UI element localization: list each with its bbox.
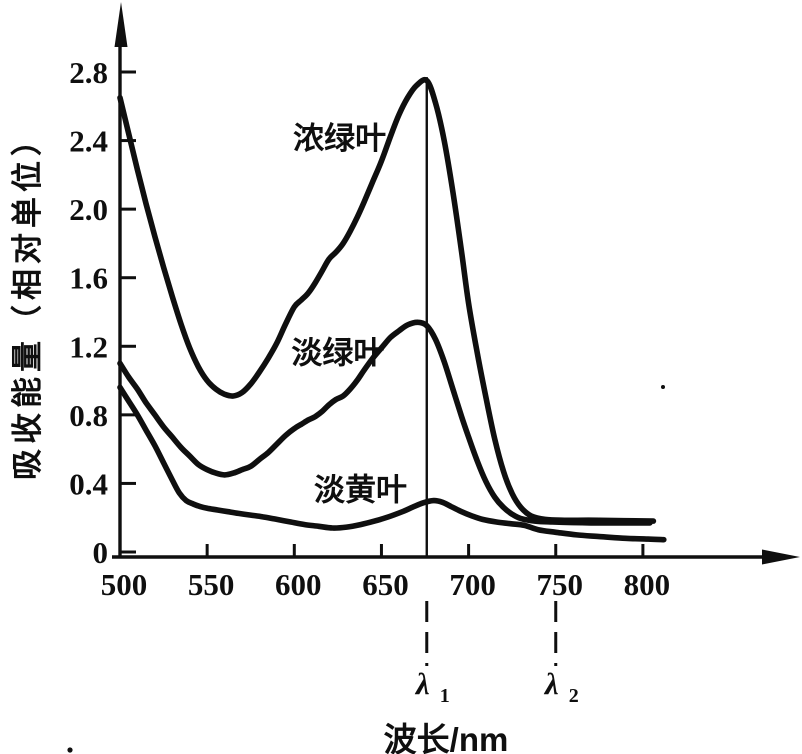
x-axis-ticks: 500 550 600 650 700 750 800: [101, 544, 670, 602]
y-tick-label: 2.0: [69, 192, 108, 227]
y-axis-arrow-icon: [114, 2, 128, 47]
y-axis-title: 吸收能量（相对单位）: [10, 120, 45, 480]
y-tick-label: 2.4: [69, 124, 108, 159]
x-axis-arrow-icon: [762, 549, 800, 565]
x-tick-label: 700: [449, 567, 496, 602]
curve-label-light-green-leaf: 淡绿叶: [291, 335, 384, 370]
y-tick-label: 2.8: [69, 55, 108, 90]
x-tick-label: 550: [188, 567, 235, 602]
y-tick-label: 1.6: [69, 261, 108, 296]
scan-speck: [67, 747, 73, 753]
y-axis-ticks: 0 0.4 0.8 1.2 1.6 2.0 2.4 2.8: [69, 55, 136, 570]
lambda-1-symbol: λ: [414, 666, 430, 701]
y-tick-label: 0: [93, 535, 109, 570]
x-axis-title: 波长/nm: [384, 721, 509, 754]
y-tick-label: 0.8: [69, 398, 108, 433]
lambda-1-subscript: 1: [440, 685, 450, 707]
curve-dark-green-leaf: [117, 76, 657, 524]
scan-speck: [661, 385, 665, 389]
curve-pale-yellow-leaf: [117, 384, 667, 543]
y-tick-label: 0.4: [69, 466, 108, 501]
x-tick-label: 750: [537, 567, 584, 602]
lambda-2-symbol: λ: [543, 666, 559, 701]
curve-label-dark-green-leaf: 浓绿叶: [293, 121, 386, 156]
y-tick-label: 1.2: [69, 329, 108, 364]
x-tick-label: 650: [362, 567, 409, 602]
curve-label-pale-yellow-leaf: 淡黄叶: [314, 473, 407, 508]
data-curves: [117, 76, 667, 543]
x-tick-label: 800: [624, 567, 671, 602]
x-tick-label: 500: [101, 567, 148, 602]
lambda-2-subscript: 2: [569, 685, 579, 707]
x-tick-label: 600: [275, 567, 322, 602]
curve-light-green-leaf: [117, 319, 653, 526]
